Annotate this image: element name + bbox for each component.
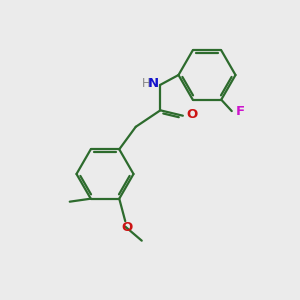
- Text: F: F: [236, 106, 244, 118]
- Text: H: H: [142, 77, 151, 90]
- Text: N: N: [148, 77, 159, 90]
- Text: O: O: [187, 108, 198, 121]
- Text: O: O: [121, 221, 132, 234]
